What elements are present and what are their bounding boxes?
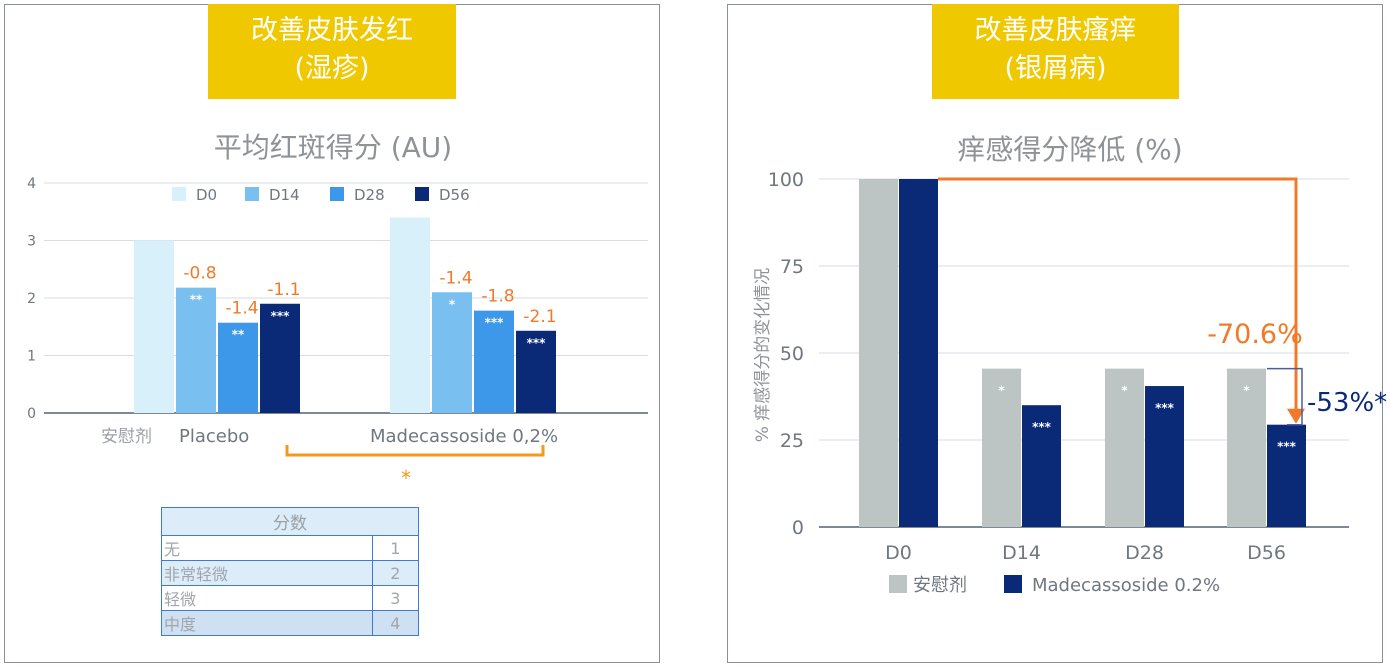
legend-swatch [330,187,344,201]
legend-label: 安慰剂 [913,575,967,596]
category-label: Madecassoside 0,2% [370,426,558,447]
bar-placebo [1105,368,1144,527]
category-label: Placebo [179,426,249,447]
y-tick-label: 50 [780,343,804,365]
bar-placebo [859,179,898,527]
erythema-bar-chart: 0 1 2 3 4 D0 D14 D28 D56 ** -0.8 ** -1.4 *** -1.1 * -1.4… [27,176,648,490]
bar-d14 [432,292,472,413]
category-label: D14 [1002,542,1041,564]
score-label: 中度 [161,610,373,636]
d56-difference-label: -53%* [1307,388,1387,418]
score-value: 1 [371,535,420,561]
change-label: -1.4 [225,299,258,319]
bar-d0 [134,240,174,413]
eczema-banner: 改善皮肤发红 (湿疹) [208,4,456,99]
significance-marker: * [998,384,1005,398]
arrow-head-icon [1287,408,1305,424]
bar-madecassoside [1145,386,1184,527]
change-label: -2.1 [523,307,556,327]
score-table-row: 轻微 3 [161,585,420,611]
y-tick-label: 25 [780,430,804,452]
reduction-arrow-line [938,177,1298,411]
significance-marker: * [1243,384,1250,398]
bar-d14 [176,287,216,413]
score-label: 非常轻微 [161,560,373,586]
eczema-banner-title: 改善皮肤发红 [251,15,413,46]
y-tick-label: 4 [27,176,36,192]
legend-label: D56 [439,186,470,204]
score-label: 轻微 [161,585,373,611]
significance-marker: ** [190,293,203,307]
category-label: D28 [1125,542,1164,564]
legend-label: Madecassoside 0.2% [1032,575,1220,596]
bar-d28 [474,310,514,413]
y-tick-label: 3 [27,234,36,250]
score-value: 3 [371,585,420,611]
legend-swatch [415,187,429,201]
itch-chart-title: 痒感得分降低 (%) [957,133,1183,166]
score-value: 2 [371,560,420,586]
score-table-row: 中度 4 [161,610,420,636]
legend-label: D28 [354,186,385,204]
y-tick-label: 100 [768,169,804,191]
change-label: -1.4 [439,268,472,288]
significance-marker: *** [271,309,291,323]
significance-star: * [401,466,411,490]
legend-swatch [1004,575,1022,593]
y-axis-label: % 痒感得分的变化情况 [753,268,773,443]
y-tick-label: 0 [792,517,804,539]
change-label: -1.8 [481,287,514,307]
bar-d28 [218,322,258,413]
score-value: 4 [371,610,420,636]
score-table-row: 非常轻微 2 [161,560,420,586]
significance-marker: *** [527,336,547,350]
erythema-chart-title: 平均红斑得分 (AU) [213,131,453,164]
significance-marker: * [449,297,456,311]
score-label: 无 [161,535,373,561]
bar-placebo [982,368,1021,527]
score-table-header: 分数 [161,507,419,536]
eczema-banner-subtitle: (湿疹) [294,53,370,84]
significance-marker: *** [1277,440,1297,454]
change-label: -0.8 [183,264,216,284]
legend-swatch [889,575,907,593]
legend-swatch [245,187,259,201]
change-label: -1.1 [267,280,300,300]
bar-d0 [390,217,430,413]
overall-reduction-label: -70.6% [1207,319,1303,350]
significance-marker: * [1121,384,1128,398]
category-label: D56 [1247,542,1286,564]
y-tick-label: 0 [27,406,36,422]
bar-placebo [1227,368,1266,527]
bar-d56 [516,330,556,413]
psoriasis-panel [727,4,1383,663]
legend-label: D14 [269,186,300,204]
bar-madecassoside [899,179,938,527]
y-tick-label: 2 [27,291,36,307]
significance-bracket [285,445,545,457]
bar-d56 [260,303,300,413]
y-tick-label: 75 [780,256,804,278]
significance-marker: ** [232,328,245,342]
psoriasis-banner: 改善皮肤瘙痒 (银屑病) [932,4,1179,99]
significance-marker: *** [485,316,505,330]
significance-marker: *** [1032,420,1052,434]
bar-madecassoside [1267,424,1306,527]
psoriasis-banner-subtitle: (银屑病) [1004,53,1107,84]
legend-label: D0 [196,186,217,204]
bar-madecassoside [1022,405,1061,527]
psoriasis-banner-title: 改善皮肤瘙痒 [974,15,1137,46]
placebo-cn-label: 安慰剂 [101,427,152,447]
legend-swatch [172,187,186,201]
significance-marker: *** [1155,401,1175,415]
d56-difference-bracket [1267,367,1303,426]
y-tick-label: 1 [27,349,36,365]
category-label: D0 [885,542,912,564]
